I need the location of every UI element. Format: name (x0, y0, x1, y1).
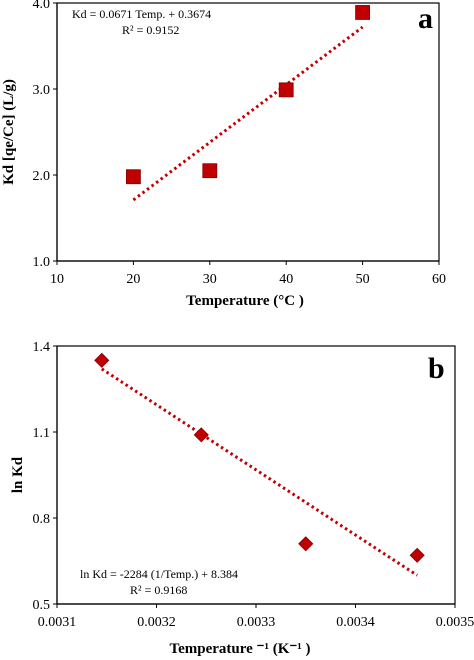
x-tick-labels-b: 0.0031 0.0032 0.0033 0.0034 0.0035 (38, 604, 474, 630)
x-tick-label: 0.0033 (237, 615, 276, 630)
data-point (193, 427, 209, 443)
x-tick-label: 0.0031 (38, 615, 77, 630)
y-tick-label: 0.5 (33, 598, 51, 613)
trendline-b (100, 367, 419, 577)
y-tick-label: 0.8 (33, 512, 51, 527)
y-tick-labels-b: 0.5 0.8 1.1 1.4 (33, 340, 57, 613)
equation-b: ln Kd = -2284 (1/Temp.) + 8.384 (80, 567, 238, 581)
x-tick-label: 40 (279, 272, 293, 287)
data-point (126, 169, 141, 185)
y-axis-title-a: Kd [qe/Ce] (L/g) (1, 79, 17, 185)
panel-letter-a: a (418, 2, 433, 35)
y-tick-label: 2.0 (33, 169, 51, 184)
panel-letter-b: b (428, 352, 445, 385)
data-point (409, 547, 425, 563)
data-point (278, 82, 294, 98)
data-point (298, 536, 314, 552)
x-tick-label: 10 (50, 272, 64, 287)
plot-area-b (56, 345, 456, 605)
r2-a: R² = 0.9152 (122, 23, 179, 37)
data-points-b (94, 352, 425, 563)
trendline-a (132, 25, 364, 202)
r2-b: R² = 0.9168 (130, 583, 187, 597)
data-points-a (126, 5, 371, 185)
plot-area-a (56, 2, 440, 262)
equation-a: Kd = 0.0671 Temp. + 0.3674 (72, 7, 211, 21)
x-tick-label: 0.0034 (336, 615, 375, 630)
y-tick-label: 1.0 (33, 255, 51, 270)
x-axis-title-b: Temperature ⁻¹ (K⁻¹ ) (169, 641, 310, 657)
y-axis-title-b: ln Kd (10, 456, 26, 493)
x-tick-label: 30 (203, 272, 217, 287)
data-point (202, 163, 218, 179)
x-tick-label: 0.0032 (137, 615, 176, 630)
x-tick-label: 20 (126, 272, 140, 287)
y-tick-label: 1.1 (33, 426, 51, 441)
y-tick-label: 3.0 (33, 83, 51, 98)
chart-panel-b: 0.0031 0.0032 0.0033 0.0034 0.0035 0.5 0.8 1.1… (10, 340, 474, 657)
x-axis-title-a: Temperature (°C ) (186, 293, 304, 309)
x-tick-label: 0.0035 (436, 615, 474, 630)
y-tick-labels-a: 1.0 2.0 3.0 4.0 (33, 0, 57, 270)
x-tick-label: 60 (432, 272, 446, 287)
x-tick-label: 50 (356, 272, 370, 287)
data-point (355, 5, 371, 20)
y-tick-label: 1.4 (33, 340, 51, 355)
x-tick-labels-a: 10 20 30 40 50 60 (50, 261, 446, 287)
chart-panel-a: 10 20 30 40 50 60 1.0 2.0 3.0 4.0 Kd = 0.0671 Te… (1, 0, 446, 309)
y-tick-label: 4.0 (33, 0, 51, 12)
data-point (94, 352, 110, 368)
